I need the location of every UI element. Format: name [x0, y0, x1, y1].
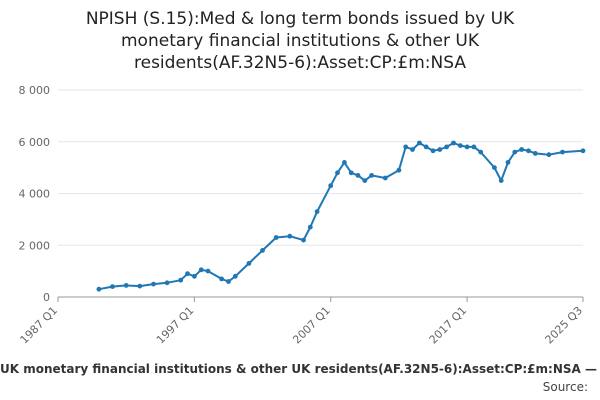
data-point[interactable]	[185, 271, 190, 277]
data-point[interactable]	[417, 140, 422, 146]
data-point[interactable]	[532, 151, 538, 156]
data-point[interactable]	[198, 267, 204, 273]
y-tick-label: 8 000	[19, 84, 51, 97]
data-point[interactable]	[492, 165, 497, 171]
data-point[interactable]	[273, 235, 279, 240]
series-line-path	[98, 142, 584, 291]
data-point[interactable]	[430, 148, 436, 154]
data-point[interactable]	[232, 273, 238, 279]
data-point[interactable]	[498, 178, 504, 184]
data-point[interactable]	[335, 170, 340, 176]
data-point[interactable]	[314, 209, 320, 215]
footer-source: Source:	[542, 380, 588, 394]
data-point[interactable]	[519, 147, 524, 152]
y-tick-label: 6 000	[19, 136, 51, 149]
data-point[interactable]	[123, 283, 129, 288]
x-tick-label: 1997 Q1	[154, 304, 197, 347]
chart-title-line-2: monetary financial institutions & other …	[121, 31, 479, 51]
data-point[interactable]	[362, 178, 368, 184]
y-axis-ticks: 0 2 000 4 000 6 000 8 000	[19, 84, 51, 304]
x-tick-label: 1987 Q1	[18, 304, 61, 347]
chart-title: NPISH (S.15):Med & long term bonds issue…	[0, 8, 600, 74]
chart-title-line-3: residents(AF.32N5-6):Asset:CP:£m:NSA	[134, 53, 466, 73]
series-line	[96, 140, 586, 292]
y-tick-label: 4 000	[19, 188, 51, 201]
data-point[interactable]	[410, 147, 415, 152]
data-point[interactable]	[307, 224, 313, 230]
data-point[interactable]	[478, 149, 484, 155]
data-point[interactable]	[423, 144, 429, 150]
data-point[interactable]	[512, 149, 518, 155]
data-point[interactable]	[178, 277, 184, 283]
data-point[interactable]	[403, 144, 409, 150]
data-point[interactable]	[151, 281, 156, 287]
data-point[interactable]	[205, 268, 211, 274]
x-tick-label: 2025 Q3	[543, 304, 586, 347]
data-point[interactable]	[260, 248, 265, 253]
data-point[interactable]	[471, 144, 477, 150]
data-point[interactable]	[444, 144, 449, 150]
data-point[interactable]	[526, 148, 531, 154]
data-point[interactable]	[137, 283, 143, 289]
data-point[interactable]	[246, 261, 252, 266]
x-axis: 1987 Q1 1997 Q1 2007 Q1 2017 Q1 2025 Q3	[18, 296, 586, 347]
data-point[interactable]	[382, 175, 388, 181]
chart-title-line-1: NPISH (S.15):Med & long term bonds issue…	[85, 9, 515, 29]
data-point[interactable]	[560, 149, 565, 155]
y-tick-label: 0	[43, 291, 50, 304]
data-point[interactable]	[287, 233, 293, 239]
data-point[interactable]	[219, 276, 225, 282]
data-point[interactable]	[355, 173, 361, 178]
data-point[interactable]	[226, 279, 231, 284]
x-tick-label: 2007 Q1	[290, 304, 333, 347]
data-point[interactable]	[546, 152, 552, 158]
data-point[interactable]	[396, 167, 402, 173]
data-point[interactable]	[192, 273, 197, 279]
data-point[interactable]	[580, 148, 586, 154]
footer-series-label: UK monetary financial institutions & oth…	[0, 362, 600, 376]
data-point[interactable]	[110, 284, 115, 289]
data-point[interactable]	[328, 183, 334, 189]
y-tick-label: 2 000	[19, 239, 51, 252]
data-point[interactable]	[437, 147, 443, 152]
data-point[interactable]	[342, 160, 347, 165]
data-point[interactable]	[96, 286, 102, 292]
data-point[interactable]	[451, 140, 456, 146]
data-point[interactable]	[457, 143, 463, 149]
data-point[interactable]	[505, 160, 511, 165]
data-point[interactable]	[164, 280, 170, 286]
x-tick-label: 2017 Q1	[427, 304, 470, 347]
data-point[interactable]	[369, 173, 374, 178]
y-gridlines	[58, 89, 583, 246]
data-point[interactable]	[301, 237, 306, 243]
data-point[interactable]	[464, 144, 470, 150]
data-point[interactable]	[348, 170, 354, 176]
